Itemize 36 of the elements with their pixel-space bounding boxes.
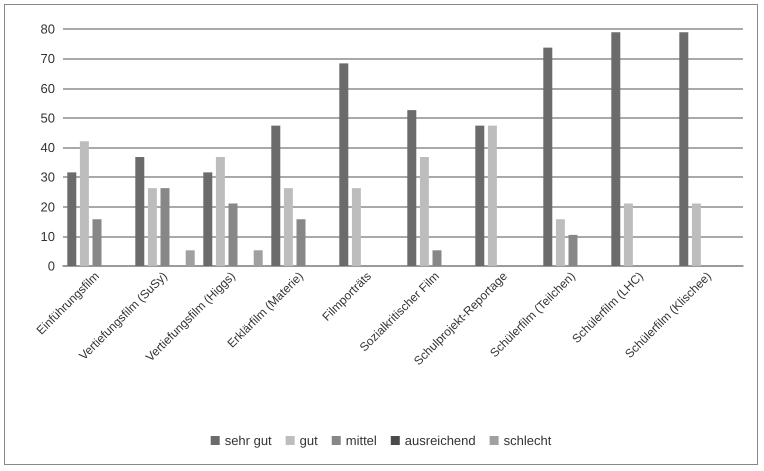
y-tick-label: 0 xyxy=(48,258,55,274)
y-tick-label: 50 xyxy=(40,110,55,126)
bar xyxy=(80,141,89,266)
bar xyxy=(556,219,565,266)
bar xyxy=(475,126,484,266)
bar xyxy=(203,172,212,266)
bar xyxy=(611,32,620,266)
bar xyxy=(488,126,497,266)
bar xyxy=(254,250,263,266)
bar xyxy=(679,32,688,266)
bar xyxy=(692,203,701,266)
y-tick-label: 20 xyxy=(40,199,55,214)
bar xyxy=(339,63,348,266)
y-tick-label: 30 xyxy=(40,170,55,185)
y-tick-label: 80 xyxy=(40,22,55,36)
bar xyxy=(407,110,416,266)
legend-label: ausreichend xyxy=(404,433,476,448)
y-tick-label: 70 xyxy=(40,51,55,66)
bar xyxy=(284,188,293,266)
bar xyxy=(148,188,157,266)
bar xyxy=(216,156,225,266)
y-tick-label: 40 xyxy=(40,140,55,155)
bar xyxy=(186,250,195,266)
legend-label: mittel xyxy=(346,433,377,448)
bar xyxy=(543,48,552,266)
legend-label: gut xyxy=(300,433,318,448)
legend-label: schlecht xyxy=(504,433,552,448)
legend-label: sehr gut xyxy=(224,433,272,448)
bar xyxy=(67,172,76,266)
bar xyxy=(271,126,280,266)
bar xyxy=(624,203,633,266)
y-tick-label: 60 xyxy=(40,80,55,96)
bar xyxy=(135,156,144,266)
bar xyxy=(420,156,429,266)
bar xyxy=(352,188,361,266)
y-tick-label: 10 xyxy=(40,228,55,244)
